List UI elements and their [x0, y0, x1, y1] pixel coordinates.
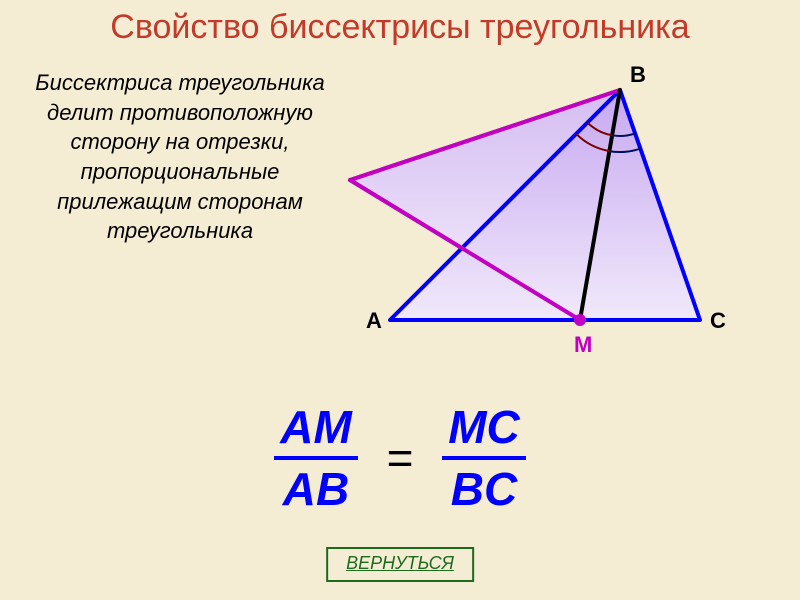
vertex-label-m: M	[574, 332, 592, 358]
vertex-label-a: A	[366, 308, 382, 334]
frac-left-den: AB	[274, 460, 358, 516]
vertex-label-b: B	[630, 62, 646, 88]
frac-left-num: AM	[274, 400, 358, 460]
theorem-text: Биссектриса треугольника делит противопо…	[20, 68, 340, 246]
slide-title: Свойство биссектрисы треугольника	[0, 8, 800, 47]
frac-right-den: BC	[442, 460, 526, 516]
back-button[interactable]: ВЕРНУТЬСЯ	[326, 547, 474, 582]
ratio-formula: AM AB = MC BC	[0, 400, 800, 516]
frac-right-num: MC	[442, 400, 526, 460]
vertex-label-c: C	[710, 308, 726, 334]
fraction-left: AM AB	[274, 400, 358, 516]
fraction-right: MC BC	[442, 400, 526, 516]
geometry-diagram: A B C M	[330, 60, 770, 370]
equals-sign: =	[387, 431, 414, 485]
slide-root: Свойство биссектрисы треугольника Биссек…	[0, 0, 800, 600]
